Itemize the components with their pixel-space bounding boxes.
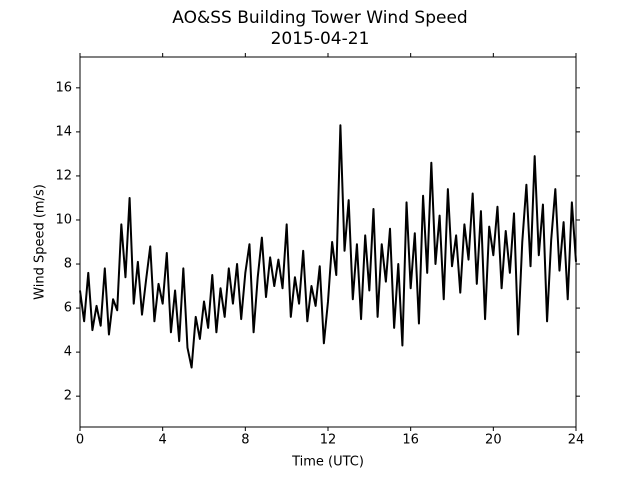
y-tick-label: 12 [55, 168, 72, 183]
x-axis-label: Time (UTC) [291, 455, 364, 470]
chart-subtitle: 2015-04-21 [271, 29, 370, 49]
x-tick-label: 20 [485, 433, 502, 448]
y-tick-label: 8 [64, 257, 72, 272]
y-axis-label: Wind Speed (m/s) [33, 184, 48, 300]
x-tick-label: 24 [568, 433, 585, 448]
x-tick-label: 0 [76, 433, 84, 448]
x-tick-label: 12 [320, 433, 337, 448]
y-tick-label: 6 [64, 301, 72, 316]
y-tick-label: 2 [64, 389, 72, 404]
series-line [79, 124, 577, 369]
x-tick-label: 8 [241, 433, 249, 448]
y-tick-label: 14 [55, 124, 72, 139]
plot-frame [79, 56, 577, 428]
x-tick-label: 16 [402, 433, 419, 448]
y-tick-label: 4 [64, 345, 72, 360]
x-tick-label: 4 [159, 433, 167, 448]
y-tick-label: 16 [55, 80, 72, 95]
chart-title: AO&SS Building Tower Wind Speed [172, 8, 467, 28]
y-tick-label: 10 [55, 212, 72, 227]
